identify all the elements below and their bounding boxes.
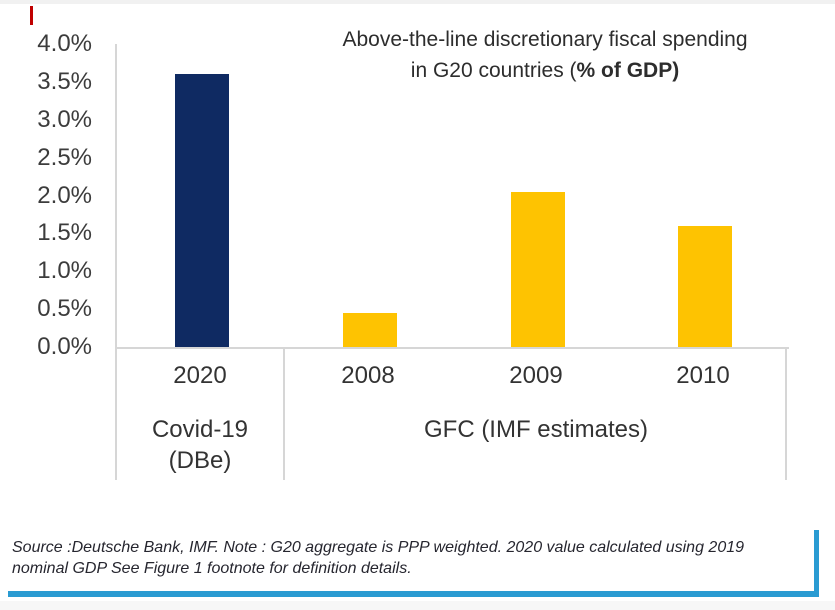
plot-area [115,44,789,349]
fiscal-spending-bar-chart: Above-the-line discretionary fiscal spen… [0,0,810,480]
group-label: GFC (IMF estimates) [285,414,787,445]
top-edge-strip [0,0,835,4]
chart-title-line1: Above-the-line discretionary fiscal spen… [342,28,748,51]
bar-2008 [343,313,397,347]
bar-2020 [175,74,229,347]
y-tick-label: 1.5% [37,219,92,247]
bottom-edge-strip [0,601,835,610]
x-tick-label-2009: 2009 [509,362,563,389]
y-axis: 4.0% 3.5% 3.0% 2.5% 2.0% 1.5% 1.0% 0.5% 0.0% [0,0,92,380]
y-tick-label: 4.0% [37,30,92,57]
y-tick-label: 2.5% [37,143,92,171]
source-note-line1: Source :Deutsche Bank, IMF. Note : G20 a… [12,539,745,556]
y-tick-label: 1.0% [37,257,92,285]
bar-2009 [511,192,565,347]
y-tick-label: 3.0% [37,105,92,133]
group-label-line: GFC (IMF estimates) [423,416,648,443]
x-tick-label-2010: 2010 [676,362,730,389]
y-tick-label: 3.5% [37,67,92,95]
group-label-line: Covid-19 [151,416,249,443]
group-label-line: (DBe) [168,447,232,474]
x-band-gfc-group [285,347,787,480]
bar-2010 [678,226,732,347]
y-tick-label: 0.5% [37,295,92,323]
x-tick-label-2008: 2008 [341,362,395,389]
source-note-line2: nominal GDP See Figure 1 footnote for de… [12,560,412,577]
group-label: Covid-19 (DBe) [115,414,285,476]
x-band-covid-group [115,347,285,480]
chart-title-line2: in G20 countries (% of GDP) [410,59,680,82]
y-tick-label: 0.0% [37,333,92,360]
red-cursor-artifact [30,6,33,25]
y-tick-label: 2.0% [37,181,92,209]
x-tick-label-2020: 2020 [173,362,227,389]
source-note-text: Source :Deutsche Bank, IMF. Note : G20 a… [12,537,814,579]
chart-title: Above-the-line discretionary fiscal spen… [280,24,810,86]
source-note-box: Source :Deutsche Bank, IMF. Note : G20 a… [8,530,819,597]
